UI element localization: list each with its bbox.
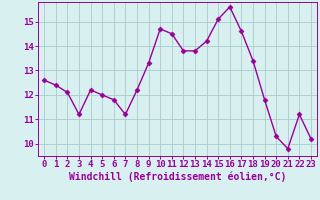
- X-axis label: Windchill (Refroidissement éolien,°C): Windchill (Refroidissement éolien,°C): [69, 172, 286, 182]
